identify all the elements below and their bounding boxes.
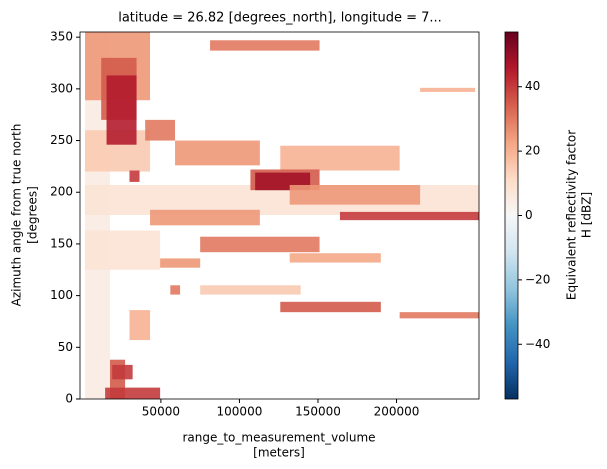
heat-cell (289, 185, 421, 205)
colorbar (504, 31, 519, 400)
y-tick-label: 150 (50, 236, 73, 250)
heat-cell (200, 236, 320, 253)
y-tick-label: 350 (50, 30, 73, 44)
heat-cell (112, 364, 133, 380)
heat-cell (145, 119, 176, 141)
heat-cell (85, 230, 161, 270)
x-axis-label: [meters] (253, 446, 305, 460)
heat-cell (129, 310, 151, 341)
x-tick-label: 50000 (142, 405, 180, 419)
colorbar-tick-label: 0 (525, 208, 533, 222)
heat-cell (150, 209, 260, 226)
heat-cell (170, 285, 181, 295)
colorbar-label: H [dBZ] (580, 192, 594, 238)
x-tick-label: 100000 (217, 405, 263, 419)
colorbar-tick-label: 20 (525, 144, 540, 158)
heat-cell (280, 145, 400, 171)
heat-cell (200, 285, 301, 295)
x-axis-label: range_to_measurement_volume (182, 431, 375, 445)
heat-cell (106, 75, 137, 145)
heat-cell (280, 301, 381, 313)
y-tick-label: 50 (58, 340, 73, 354)
heat-cell (129, 170, 140, 182)
colorbar-tick-label: −20 (525, 272, 550, 286)
heat-cell (339, 211, 479, 221)
y-tick-label: 250 (50, 133, 73, 147)
colorbar-tick-label: −40 (525, 337, 550, 351)
y-tick-label: 200 (50, 185, 73, 199)
heat-cell (175, 140, 260, 166)
y-tick-label: 0 (65, 392, 73, 406)
plot-frame (79, 31, 480, 400)
colorbar-label: Equivalent reflectivity factor (565, 130, 579, 300)
heat-cell (289, 253, 381, 263)
heat-cell (160, 258, 201, 268)
y-tick-label: 100 (50, 288, 73, 302)
y-axis-label: Azimuth angle from true north (10, 124, 24, 307)
y-axis-label: [degrees] (26, 186, 40, 244)
heat-cell (399, 312, 479, 319)
heat-cell (210, 40, 320, 51)
cells (85, 32, 479, 399)
heat-cell (420, 87, 476, 92)
chart-title: latitude = 26.82 [degrees_north], longit… (118, 11, 442, 26)
y-tick-label: 300 (50, 81, 73, 95)
x-tick-label: 150000 (295, 405, 341, 419)
heat-cell (105, 387, 161, 399)
colorbar-tick-label: 40 (525, 79, 540, 93)
x-tick-label: 200000 (374, 405, 420, 419)
